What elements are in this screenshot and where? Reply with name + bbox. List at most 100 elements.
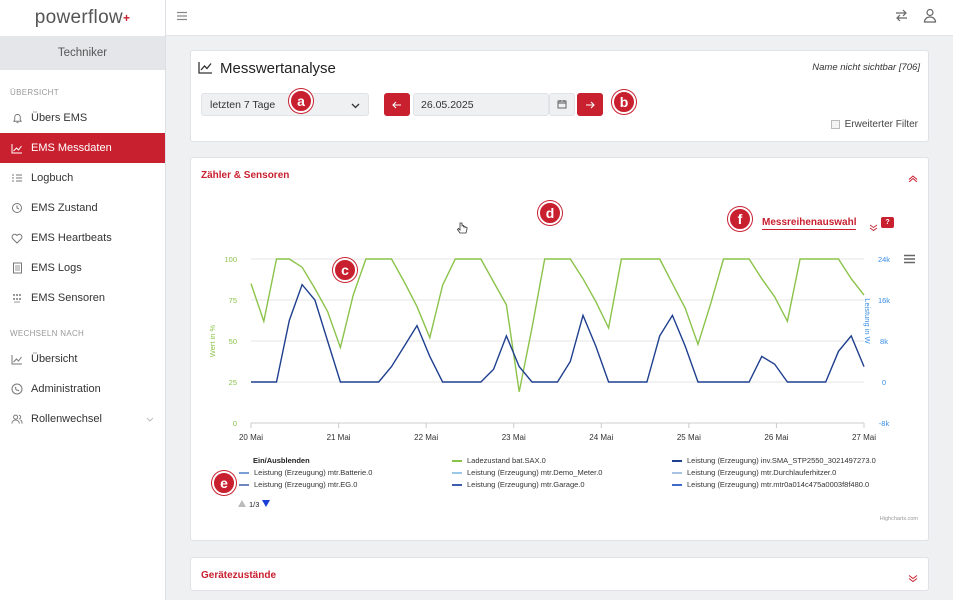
range-select[interactable]: letzten 7 Tage xyxy=(201,93,369,116)
nav-label: Übers EMS xyxy=(31,112,88,124)
nav-label: EMS Messdaten xyxy=(31,142,112,154)
legend-pager: 1/3 xyxy=(238,500,271,509)
legend-swatch xyxy=(672,483,682,486)
nav-item-ems-sensoren[interactable]: EMS Sensoren xyxy=(0,283,165,313)
pager-up-icon[interactable] xyxy=(238,500,246,509)
legend-label: Leistung (Erzeugung) mtr.Demo_Meter.0 xyxy=(467,468,603,477)
page-title: Messwertanalyse xyxy=(220,60,336,77)
nav-item-uebers-ems[interactable]: Übers EMS xyxy=(0,103,165,133)
series-line-ladezustand xyxy=(250,258,865,392)
legend-item[interactable]: Leistung (Erzeugung) mtr.Batterie.0 xyxy=(239,468,372,477)
nav-item-ems-zustand[interactable]: EMS Zustand xyxy=(0,193,165,223)
y-left-tick-label: 25 xyxy=(229,378,237,387)
role-box: Techniker xyxy=(0,36,165,70)
legend-label: Leistung (Erzeugung) mtr.Batterie.0 xyxy=(254,468,373,477)
legend-item[interactable]: Leistung (Erzeugung) mtr.Garage.0 xyxy=(452,480,585,489)
nav-label: EMS Zustand xyxy=(31,202,98,214)
analysis-header-card: Messwertanalyse Name nicht sichtbar [706… xyxy=(190,50,929,142)
nav-item-rollenwechsel[interactable]: Rollenwechsel xyxy=(0,404,165,434)
advanced-filter-checkbox[interactable] xyxy=(830,120,840,129)
users-icon xyxy=(11,413,23,425)
previous-period-button[interactable] xyxy=(384,93,410,116)
x-tick-label: 23 Mai xyxy=(502,433,526,442)
legend-swatch xyxy=(239,483,249,486)
legend-label: Leistung (Erzeugung) mtr.Garage.0 xyxy=(467,480,585,489)
devices-section-title[interactable]: Gerätezustände xyxy=(201,570,277,581)
role-label: Techniker xyxy=(57,47,108,59)
y-left-tick-label: 100 xyxy=(224,255,237,264)
calendar-icon xyxy=(557,96,567,114)
section-label-switch: WECHSELN NACH xyxy=(10,329,85,338)
chart-line-icon xyxy=(11,353,23,365)
legend-title: Ein/Ausblenden xyxy=(253,456,310,465)
marker-b: b xyxy=(612,90,636,114)
chevron-up-icon[interactable] xyxy=(908,169,918,187)
hamburger-icon[interactable] xyxy=(176,9,188,27)
legend-swatch xyxy=(452,483,462,486)
series-picker-link[interactable]: Messreihenauswahl xyxy=(762,217,857,230)
legend-swatch xyxy=(452,471,462,474)
legend-swatch xyxy=(672,459,682,462)
x-tick-label: 20 Mai xyxy=(239,433,263,442)
arrow-right-icon xyxy=(585,96,595,114)
nav-label: EMS Sensoren xyxy=(31,292,105,304)
marker-a: a xyxy=(289,89,313,113)
chart-credit[interactable]: Highcharts.com xyxy=(879,516,918,522)
marker-d: d xyxy=(538,201,562,225)
date-input[interactable]: 26.05.2025 xyxy=(413,93,549,116)
legend-item[interactable]: Leistung (Erzeugung) mtr.Durchlauferhitz… xyxy=(672,468,836,477)
pager-down-icon[interactable] xyxy=(262,500,271,509)
marker-e: e xyxy=(212,471,236,495)
logo-mark: + xyxy=(122,11,131,25)
switch-arrows-icon[interactable] xyxy=(894,8,909,28)
chart-line-icon xyxy=(198,61,213,79)
pager-label: 1/3 xyxy=(249,500,260,509)
nav-item-uebersicht[interactable]: Übersicht xyxy=(0,344,165,374)
help-badge[interactable]: ? xyxy=(881,217,894,228)
nav-item-ems-heartbeats[interactable]: EMS Heartbeats xyxy=(0,223,165,253)
nav-item-logbuch[interactable]: Logbuch xyxy=(0,163,165,193)
logo[interactable]: powerflow + xyxy=(0,0,165,36)
sidebar: powerflow + Techniker ÜBERSICHT Übers EMS… xyxy=(0,0,166,600)
y-left-tick-label: 75 xyxy=(229,296,237,305)
site-name: Name nicht sichtbar [706] xyxy=(812,62,920,73)
next-period-button[interactable] xyxy=(577,93,603,116)
marker-f: f xyxy=(728,207,752,231)
devices-card: Gerätezustände xyxy=(190,557,929,591)
section-label-overview: ÜBERSICHT xyxy=(10,88,59,97)
advanced-filter-label: Erweiterter Filter xyxy=(844,119,918,130)
y-right-tick-label: 0 xyxy=(882,378,886,387)
calendar-button[interactable] xyxy=(549,93,575,116)
legend-label: Leistung (Erzeugung) mtr.EG.0 xyxy=(254,480,358,489)
y-right-axis-title: Leistung in W xyxy=(863,298,872,344)
y-right-tick-label: -8k xyxy=(879,419,890,428)
legend-item[interactable]: Ladezustand bat.SAX.0 xyxy=(452,456,546,465)
nav-label: EMS Heartbeats xyxy=(31,232,112,244)
nav-item-ems-messdaten[interactable]: EMS Messdaten xyxy=(0,133,165,163)
sensors-card: Zähler & Sensoren Messreihenauswahl ? 0 2… xyxy=(190,157,929,541)
legend-item[interactable]: Leistung (Erzeugung) mtr.Demo_Meter.0 xyxy=(452,468,602,477)
y-right-tick-label: 8k xyxy=(880,337,888,346)
legend-swatch xyxy=(452,459,462,462)
legend-item[interactable]: Leistung (Erzeugung) mtr.mtr0a014c475a00… xyxy=(672,480,869,489)
nav-item-administration[interactable]: Administration xyxy=(0,374,165,404)
nav-item-ems-logs[interactable]: EMS Logs xyxy=(0,253,165,283)
y-right-tick-label: 24k xyxy=(878,255,890,264)
document-icon xyxy=(11,262,23,274)
arrow-left-icon xyxy=(392,96,402,114)
legend-label: Ladezustand bat.SAX.0 xyxy=(467,456,546,465)
advanced-filter[interactable]: Erweiterter Filter xyxy=(830,119,918,130)
legend-item[interactable]: Leistung (Erzeugung) mtr.EG.0 xyxy=(239,480,357,489)
logo-text: powerflow xyxy=(34,7,123,28)
chart-menu-icon[interactable] xyxy=(903,251,916,269)
chevron-down-icon[interactable] xyxy=(869,218,878,236)
sensors-section-title[interactable]: Zähler & Sensoren xyxy=(201,170,290,181)
legend-item[interactable]: Leistung (Erzeugung) inv.SMA_STP2550_302… xyxy=(672,456,876,465)
marker-c: c xyxy=(333,258,357,282)
nav-label: Administration xyxy=(31,383,101,395)
chevron-down-icon[interactable] xyxy=(908,569,918,587)
chevron-down-icon xyxy=(146,414,154,426)
user-icon[interactable] xyxy=(923,8,937,28)
x-tick-label: 26 Mai xyxy=(764,433,788,442)
chevron-down-icon xyxy=(351,100,360,112)
